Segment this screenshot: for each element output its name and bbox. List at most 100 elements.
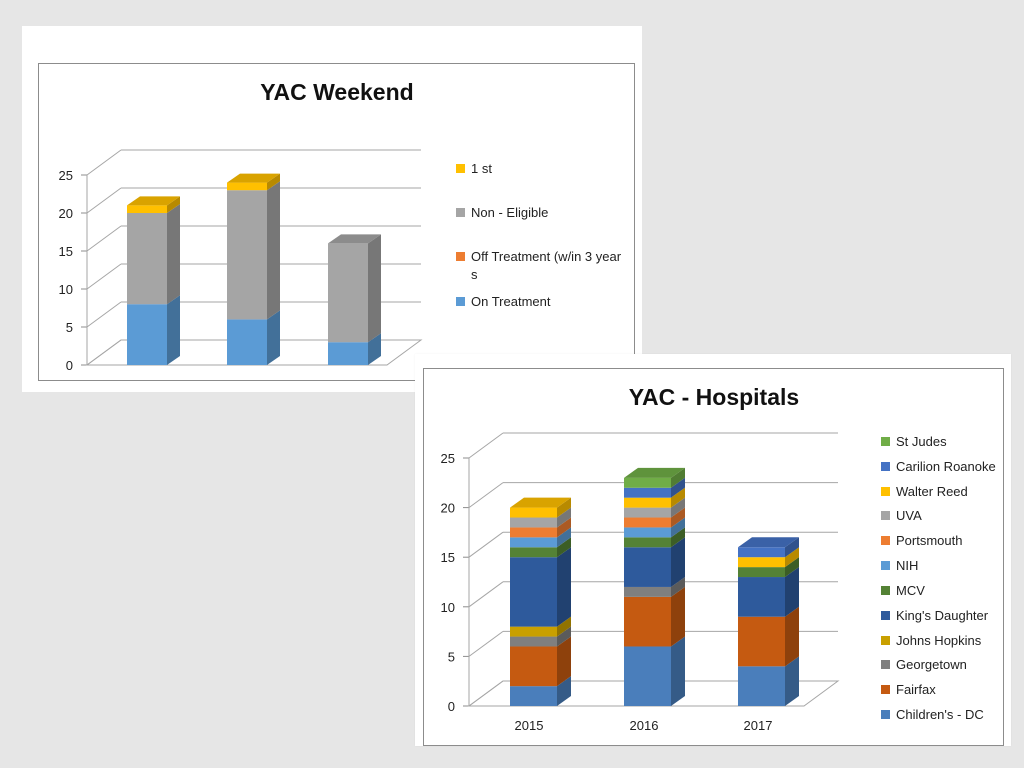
bar-side — [671, 636, 685, 706]
bar-side — [557, 616, 571, 637]
bar-front — [510, 507, 557, 518]
bar-front — [510, 537, 557, 548]
bar-front — [328, 342, 368, 365]
legend: 1 st Non - Eligible Off Treatment (w/in 3 … — [456, 161, 622, 309]
chart-frame-yac-hospitals: YAC - Hospitals 0 5 10 15 20 25 2015 2016 2017 St … — [423, 368, 1004, 746]
x-tick-label: 2015 — [515, 718, 544, 733]
grid-diagonal — [468, 482, 504, 509]
legend-item-st-judes: St Judes — [881, 434, 947, 449]
y-tick-label: 20 — [59, 206, 73, 221]
bar-segment-on-treatment-2016 — [227, 310, 280, 365]
bar-side — [557, 507, 571, 528]
bar-side — [671, 586, 685, 647]
bar-segment-children-s-dc-2017 — [738, 656, 799, 706]
bar-side — [785, 547, 799, 568]
bar-top — [510, 497, 571, 508]
bar-front — [510, 626, 557, 637]
bar-side — [557, 636, 571, 687]
y-tick-label: 15 — [441, 550, 455, 565]
chart-floor — [85, 339, 423, 366]
legend-label: UVA — [896, 508, 922, 523]
bar-segment-georgetown-2015 — [510, 626, 571, 647]
legend-label: Johns Hopkins — [896, 633, 982, 648]
legend-item-carilion-roanoke: Carilion Roanoke — [881, 459, 996, 474]
legend-swatch — [881, 586, 890, 595]
bar-segment-mcv-2017 — [738, 557, 799, 578]
x-tick-label: 2016 — [630, 718, 659, 733]
legend-label: King's Daughter — [896, 608, 989, 623]
bar-side — [671, 467, 685, 488]
grid-diagonal — [468, 531, 504, 558]
chart-yac-weekend: YAC Weekend 0 5 10 15 20 25 2015 2016 2017 1 st Non… — [59, 79, 622, 392]
y-tick-label: 25 — [441, 451, 455, 466]
legend-item-non-eligible: Non - Eligible — [456, 205, 548, 220]
bar-front — [738, 547, 785, 558]
legend-swatch — [881, 710, 890, 719]
bar-front — [227, 190, 267, 320]
bar-side — [557, 527, 571, 548]
y-tick-label: 5 — [448, 649, 455, 664]
bar-segment-fairfax-2015 — [510, 636, 571, 687]
bar-segment-carilion-roanoke-2017 — [738, 537, 799, 558]
bar-segment-uva-2015 — [510, 507, 571, 528]
bar-segment-portsmouth-2016 — [624, 507, 685, 528]
bar-front — [127, 213, 167, 305]
bar-segment-mcv-2015 — [510, 537, 571, 558]
bar-segment-nih-2016 — [624, 517, 685, 538]
bar-front — [624, 596, 671, 647]
legend-label: Fairfax — [896, 682, 936, 697]
y-tick-label: 10 — [59, 282, 73, 297]
legend-swatch — [881, 685, 890, 694]
legend-label: MCV — [896, 583, 925, 598]
grid-diagonal — [86, 263, 122, 290]
bar-front — [510, 547, 557, 558]
bar-top — [738, 537, 799, 548]
bar-segment-walter-reed-2016 — [624, 487, 685, 508]
y-tick-label: 15 — [59, 244, 73, 259]
grid-diagonal — [468, 581, 504, 608]
legend-item-off-treatment-w-in-3-years: Off Treatment (w/in 3 year s — [456, 249, 622, 282]
y-tick-label: 0 — [448, 699, 455, 714]
bar-segment-king-s-daughter-2017 — [738, 567, 799, 617]
bar-segment-on-treatment-2017 — [328, 333, 381, 365]
bar-front — [624, 537, 671, 548]
legend-swatch — [881, 487, 890, 496]
bar-front — [510, 636, 557, 647]
bar-side — [671, 537, 685, 587]
grid-diagonal — [86, 301, 122, 328]
bar-side — [167, 295, 180, 365]
legend-label: Children's - DC — [896, 707, 984, 722]
bar-side — [167, 196, 180, 213]
bar-front — [624, 507, 671, 518]
legend-item-1-st: 1 st — [456, 161, 492, 176]
bar-segment-on-treatment-2015 — [127, 295, 180, 365]
legend-label: Georgetown — [896, 657, 967, 672]
bar-segment-carilion-roanoke-2016 — [624, 477, 685, 498]
legend-swatch — [881, 561, 890, 570]
bar-side — [267, 181, 280, 320]
legend-item-king-s-daughter: King's Daughter — [881, 608, 989, 623]
bar-front — [738, 577, 785, 617]
grid-diagonal — [86, 187, 122, 214]
bar-side — [671, 507, 685, 528]
legend-item-johns-hopkins: Johns Hopkins — [881, 633, 982, 648]
bar-front — [624, 586, 671, 597]
bar-front — [624, 477, 671, 488]
y-tick-label: 20 — [441, 501, 455, 516]
bar-front — [624, 646, 671, 706]
legend-swatch — [881, 437, 890, 446]
x-tick-label: 2017 — [327, 377, 356, 380]
bar-front — [127, 304, 167, 365]
legend-swatch — [881, 462, 890, 471]
bar-segment-non-eligible-2015 — [127, 204, 180, 305]
grid-diagonal — [468, 630, 504, 657]
bar-segment-children-s-dc-2015 — [510, 676, 571, 706]
legend-item-portsmouth: Portsmouth — [881, 533, 962, 548]
grid-diagonal — [86, 149, 122, 176]
y-tick-label: 10 — [441, 600, 455, 615]
bar-segment-uva-2016 — [624, 497, 685, 518]
bar-side — [785, 656, 799, 706]
bar-segment-georgetown-2016 — [624, 576, 685, 597]
legend-swatch — [881, 511, 890, 520]
legend-label: Portsmouth — [896, 533, 962, 548]
